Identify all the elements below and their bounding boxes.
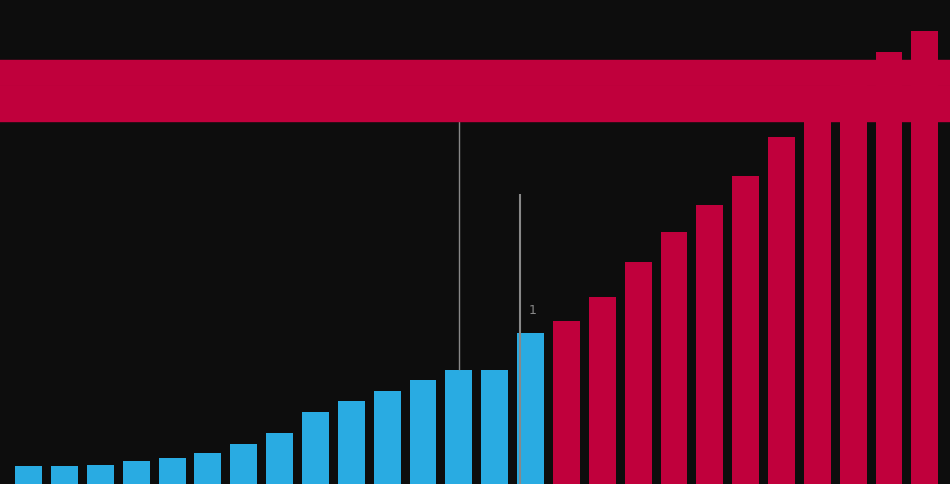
Bar [517, 333, 544, 484]
Bar [0, 60, 950, 65]
Bar [840, 74, 866, 484]
Bar [804, 102, 831, 484]
Bar [660, 232, 688, 484]
Bar [625, 262, 652, 484]
Bar [195, 454, 221, 484]
Bar [553, 320, 580, 484]
Bar [302, 412, 329, 484]
Bar [732, 176, 759, 484]
Bar [0, 96, 950, 109]
Bar [589, 297, 616, 484]
Bar [51, 466, 78, 484]
Bar [15, 466, 42, 484]
Wedge shape [0, 70, 950, 86]
Bar [876, 52, 902, 484]
Bar [911, 30, 939, 484]
Bar [482, 370, 508, 484]
Bar [409, 379, 436, 484]
Bar [230, 444, 257, 484]
Text: 1: 1 [529, 304, 537, 318]
Bar [266, 433, 293, 484]
Bar [768, 136, 795, 484]
Bar [0, 109, 950, 115]
Bar [338, 401, 365, 484]
Bar [696, 205, 723, 484]
Bar [123, 461, 150, 484]
Bar [0, 65, 950, 71]
Bar [373, 391, 401, 484]
Bar [0, 115, 950, 121]
Bar [0, 86, 950, 96]
Bar [159, 458, 185, 484]
Bar [87, 465, 114, 484]
Bar [446, 370, 472, 484]
